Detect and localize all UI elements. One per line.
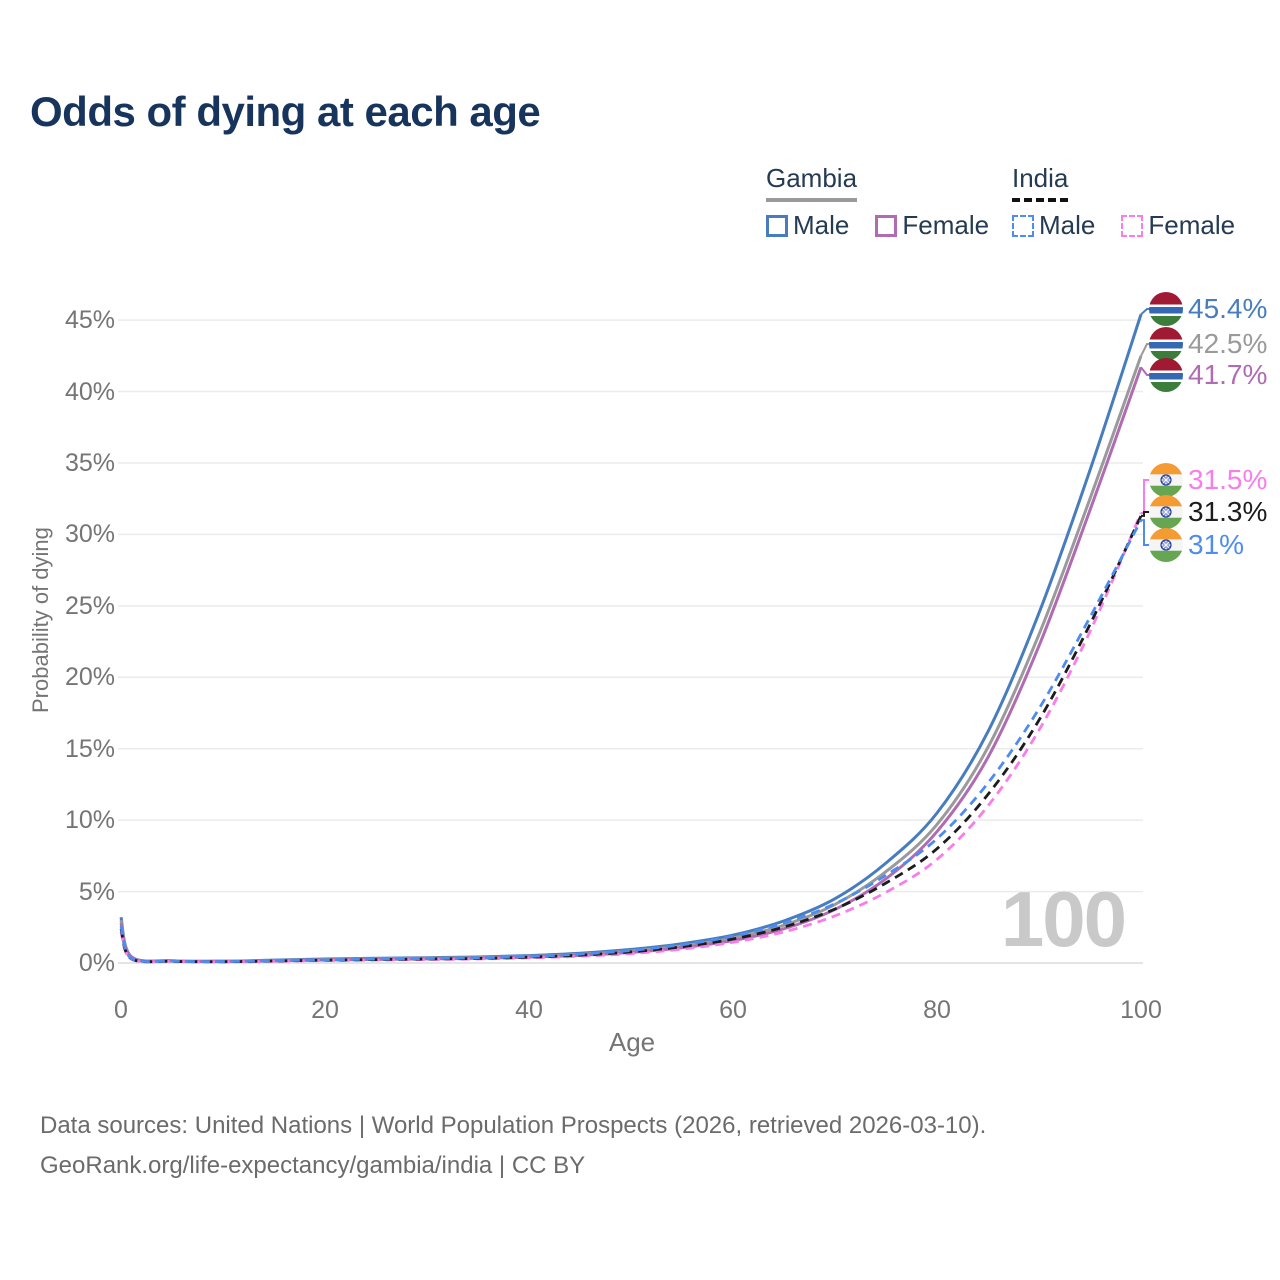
gambia-flag-icon [1149,358,1183,392]
y-tick-label: 5% [78,877,115,906]
x-tick-label: 20 [311,996,339,1024]
legend-swatch-gambia-male[interactable] [766,214,788,237]
end-label-india-male: 31% [1149,528,1244,562]
y-tick-label: 15% [64,734,115,763]
y-tick-label: 25% [64,591,115,620]
india-flag-icon [1149,463,1183,497]
y-tick-label: 30% [64,520,115,549]
series-line-gambia-male[interactable] [119,313,1143,963]
end-label-india-both: 31.3% [1149,495,1267,529]
y-tick-label: 0% [78,949,115,977]
y-tick-label: 10% [64,806,115,835]
end-label-gambia-both: 42.5% [1149,327,1267,361]
x-tick-label: 100 [1120,996,1162,1024]
legend-country-gambia: Gambia [766,163,858,202]
gambia-flag-icon [1149,292,1183,326]
series-line-gambia-female[interactable] [119,366,1143,963]
end-label-gambia-male: 45.4% [1149,292,1267,326]
leader-line [1141,519,1151,546]
end-label-value: 42.5% [1188,328,1268,359]
current-age-watermark: 100 [1000,875,1127,963]
x-axis-title: Age [608,1027,656,1057]
x-tick-label: 80 [923,996,951,1024]
y-axis-title: Probability of dying [28,527,53,714]
series-line-india-both-sexes[interactable] [119,515,1143,964]
end-label-gambia-female: 41.7% [1149,358,1267,392]
y-tick-label: 20% [64,663,115,692]
legend-swatch-india-female[interactable] [1121,214,1144,237]
end-label-value: 31% [1188,529,1245,560]
series-line-gambia-both-sexes[interactable] [119,355,1143,963]
end-label-value: 41.7% [1188,359,1268,390]
india-flag-icon [1149,528,1183,562]
series-line-india-male[interactable] [119,519,1143,964]
series-line-india-female[interactable] [119,512,1143,964]
legend-swatch-india-male[interactable] [1012,214,1034,237]
y-tick-label: 40% [64,377,115,406]
leader-line [1141,479,1151,514]
legend-group-india: India Male Female [1012,163,1235,241]
legend-label-gambia-male[interactable]: Male [793,210,850,240]
chart-title: Odds of dying at each age [30,88,541,135]
legend-swatch-gambia-female[interactable] [875,214,898,237]
legend-label-india-female[interactable]: Female [1148,210,1236,240]
gambia-flag-icon [1149,327,1183,361]
end-label-value: 31.5% [1188,464,1268,495]
india-flag-icon [1149,495,1183,529]
legend-label-india-male[interactable]: Male [1039,210,1096,240]
legend-country-india: India [1012,163,1069,202]
end-label-india-female: 31.5% [1149,463,1267,497]
data-sources: Data sources: United Nations | World Pop… [40,1106,986,1186]
legend-label-gambia-female[interactable]: Female [902,210,990,240]
y-tick-label: 35% [64,448,115,477]
source-line-2[interactable]: GeoRank.org/life-expectancy/gambia/india… [40,1152,586,1179]
x-tick-label: 40 [515,996,543,1024]
x-tick-label: 0 [114,996,128,1024]
y-tick-label: 45% [64,306,115,335]
legend-group-gambia: Gambia Male Female [766,163,989,241]
x-tick-label: 60 [719,996,747,1024]
leader-line [1141,511,1151,517]
end-label-value: 45.4% [1188,293,1268,324]
end-label-value: 31.3% [1188,496,1268,527]
source-line-1: Data sources: United Nations | World Pop… [40,1112,987,1139]
